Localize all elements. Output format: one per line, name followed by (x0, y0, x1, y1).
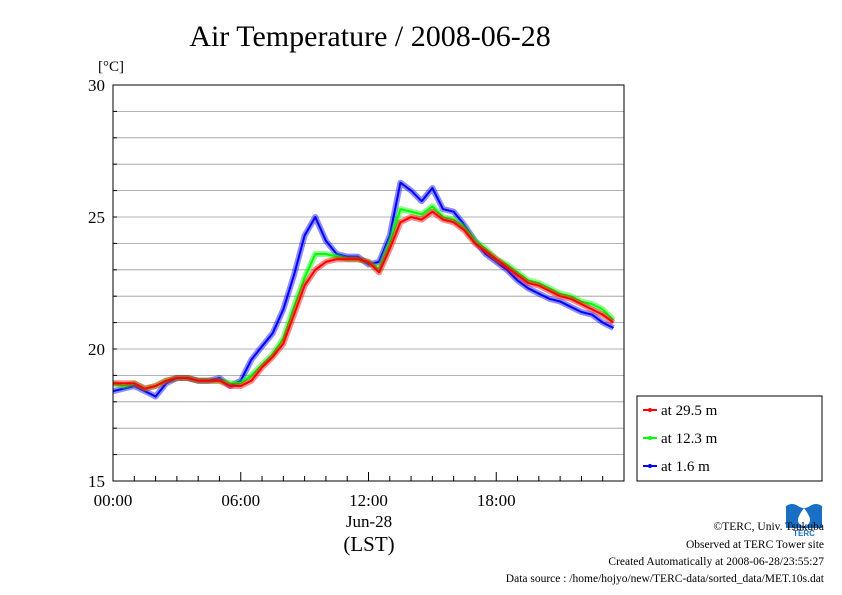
y-axis-unit: [°C] (98, 59, 124, 75)
logo-label: TERC (793, 529, 815, 538)
legend: at 29.5 m at 12.3 m at 1.6 m (636, 395, 823, 482)
x-tick-label: 18:00 (477, 491, 516, 510)
legend-marker (648, 436, 652, 440)
y-tick-label: 15 (88, 472, 105, 491)
x-tick-labels: 00:00 06:00 12:00 18:00 (94, 491, 516, 510)
x-tick-label: 12:00 (349, 491, 388, 510)
series-line-halo (112, 203, 616, 392)
series-line-halo (112, 179, 615, 400)
y-tick-labels: 15 20 25 30 (88, 76, 105, 491)
series-lines (112, 179, 616, 400)
footer-site: Observed at TERC Tower site (685, 539, 824, 551)
series-line (113, 210, 614, 390)
logo-drop-icon (798, 508, 810, 526)
legend-marker (648, 464, 652, 468)
grid (112, 84, 625, 482)
footer-copyright: ©TERC, Univ. Tsukuba (713, 521, 824, 533)
footer-created: Created Automatically at 2008-06-28/23:5… (608, 556, 824, 568)
x-tick-label: 06:00 (221, 491, 260, 510)
chart-title: Air Temperature / 2008-06-28 (189, 20, 550, 53)
series-line-halo (113, 208, 616, 392)
x-date-label: Jun-28 (346, 512, 392, 531)
series-line (112, 181, 614, 398)
y-tick-label: 30 (88, 76, 105, 95)
x-axis-label: (LST) (343, 532, 394, 556)
legend-label: at 29.5 m (661, 403, 718, 419)
x-tick-label: 00:00 (94, 491, 133, 510)
legend-label: at 12.3 m (661, 431, 718, 447)
footer-source: Data source : /home/hojyo/new/TERC-data/… (505, 573, 824, 585)
series-line (112, 205, 615, 390)
legend-marker (648, 408, 652, 412)
y-tick-label: 20 (88, 340, 105, 359)
legend-label: at 1.6 m (661, 459, 710, 475)
legend-box (636, 395, 823, 482)
terc-logo: TERC (784, 502, 824, 538)
y-tick-label: 25 (88, 208, 105, 227)
plot-frame (112, 84, 625, 482)
